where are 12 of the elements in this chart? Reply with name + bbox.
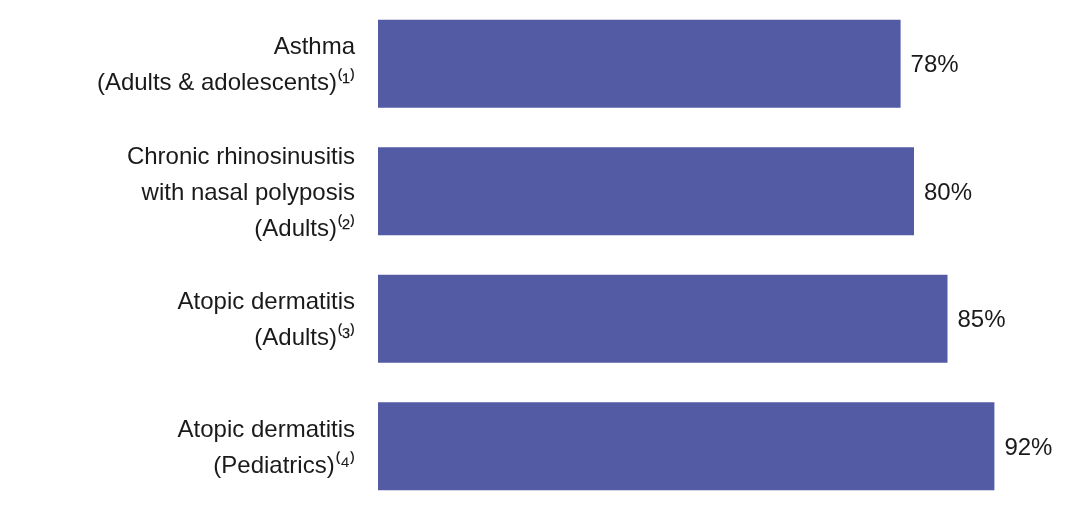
y-tick-label: Atopic dermatitis (Pediatrics)⁽⁴⁾ bbox=[177, 414, 355, 478]
y-tick-label: Atopic dermatitis (Adults)⁽³⁾ bbox=[177, 287, 355, 351]
bar bbox=[378, 19, 901, 108]
bar bbox=[378, 147, 914, 236]
data-label: 85% bbox=[957, 305, 1006, 333]
y-tick-label: Chronic rhinosinusitis with nasal polyposis (Adults)⁽²⁾ bbox=[126, 141, 355, 241]
bar bbox=[378, 274, 948, 363]
data-label: 80% bbox=[924, 177, 973, 205]
y-tick-label: Asthma (Adults & adolescents)⁽¹⁾ bbox=[96, 32, 356, 96]
data-label: 92% bbox=[1004, 432, 1053, 460]
data-label: 78% bbox=[910, 50, 959, 78]
bar bbox=[378, 402, 995, 491]
